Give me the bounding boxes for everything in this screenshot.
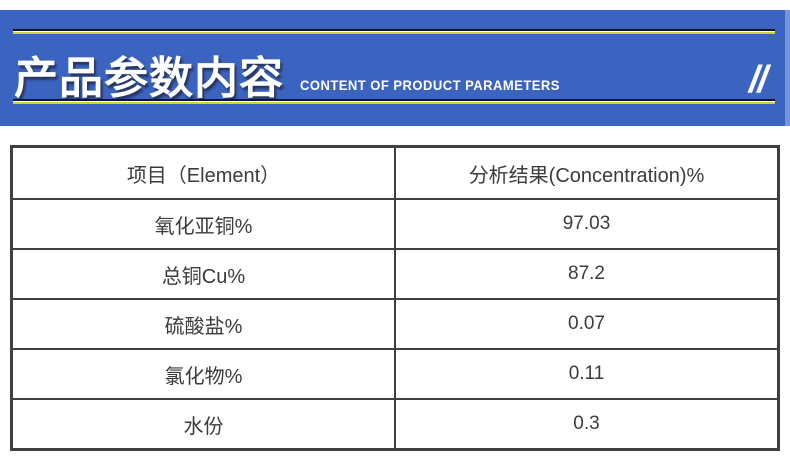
concentration-cell: 97.03	[394, 198, 780, 250]
parameters-table: 项目（Element） 分析结果(Concentration)% 氧化亚铜% 9…	[10, 145, 780, 451]
concentration-cell: 0.3	[394, 398, 780, 451]
concentration-cell: 87.2	[394, 248, 780, 300]
table-row: 水份 0.3	[10, 398, 780, 451]
column-header-concentration: 分析结果(Concentration)%	[394, 145, 780, 200]
table-header-row: 项目（Element） 分析结果(Concentration)%	[10, 145, 780, 200]
element-cell: 氯化物%	[10, 348, 396, 400]
banner-right-edge-strip	[785, 10, 790, 126]
section-header-banner: 产品参数内容 CONTENT OF PRODUCT PARAMETERS //	[0, 10, 790, 126]
banner-content: 产品参数内容 CONTENT OF PRODUCT PARAMETERS //	[14, 34, 772, 101]
element-cell: 硫酸盐%	[10, 298, 396, 350]
table-row: 氯化物% 0.11	[10, 348, 780, 400]
section-subtitle: CONTENT OF PRODUCT PARAMETERS	[300, 77, 560, 93]
element-cell: 水份	[10, 398, 396, 451]
table-row: 硫酸盐% 0.07	[10, 298, 780, 350]
table-row: 氧化亚铜% 97.03	[10, 198, 780, 250]
concentration-cell: 0.07	[394, 298, 780, 350]
decorative-rule-bottom	[13, 99, 775, 104]
concentration-cell: 0.11	[394, 348, 780, 400]
table-row: 总铜Cu% 87.2	[10, 248, 780, 300]
element-cell: 总铜Cu%	[10, 248, 396, 300]
decorative-rule-top	[13, 29, 775, 34]
element-cell: 氧化亚铜%	[10, 198, 396, 250]
column-header-element: 项目（Element）	[10, 145, 396, 200]
double-slash-icon: //	[748, 59, 768, 101]
section-title: 产品参数内容	[14, 54, 284, 103]
